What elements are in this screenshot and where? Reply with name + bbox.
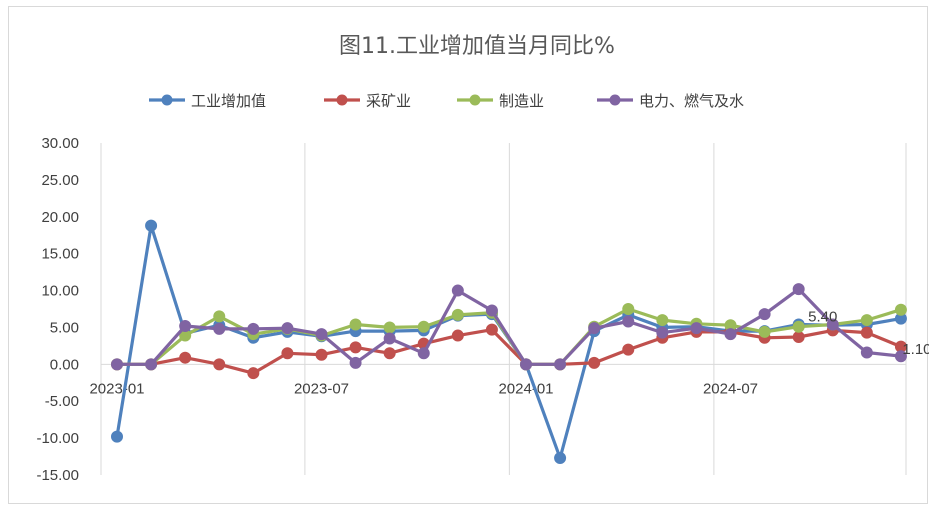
x-tick-label: 2024-01 (498, 380, 553, 397)
legend-label: 制造业 (499, 92, 544, 110)
legend-swatch-marker (161, 94, 173, 106)
y-tick-label: 10.00 (41, 283, 79, 300)
data-point (758, 325, 771, 338)
chart-title: 图11.工业增加值当月同比% (339, 34, 615, 59)
y-tick-label: 30.00 (41, 135, 79, 152)
data-point (758, 308, 771, 321)
data-point (622, 343, 635, 356)
data-point (792, 331, 805, 344)
data-point (894, 303, 907, 316)
data-point (451, 329, 464, 342)
chart-frame: 图11.工业增加值当月同比% 工业增加值 采矿业 制造业 电力、燃气及水 30.00 2… (8, 6, 929, 504)
y-tick-label: -5.00 (45, 393, 79, 410)
data-point (622, 315, 635, 328)
data-label: 5.40 (808, 308, 837, 325)
data-point (485, 323, 498, 336)
line-chart: 图11.工业增加值当月同比% 工业增加值 采矿业 制造业 电力、燃气及水 30.00 2… (36, 34, 929, 484)
data-point (179, 319, 192, 332)
legend-swatch-marker (336, 94, 348, 106)
data-point (417, 347, 430, 360)
data-label: 1.10 (902, 341, 929, 358)
data-point (315, 328, 328, 341)
data-point (792, 320, 805, 333)
data-point (281, 347, 294, 360)
data-point (349, 318, 362, 331)
data-point (213, 358, 226, 371)
x-tick-label: 2023-07 (294, 380, 349, 397)
plot-area: 30.00 25.00 20.00 15.00 10.00 5.00 0.00 -5.00 -1… (36, 135, 929, 484)
y-tick-label: 5.00 (50, 319, 79, 336)
data-point (213, 322, 226, 335)
y-tick-label: 15.00 (41, 246, 79, 263)
data-point (451, 308, 464, 321)
data-point (111, 430, 123, 443)
data-point (485, 304, 498, 317)
data-point (554, 452, 567, 465)
y-tick-label: 25.00 (41, 172, 79, 189)
y-tick-label: 0.00 (50, 356, 79, 373)
x-tick-label: 2024-07 (703, 380, 758, 397)
data-point (247, 367, 260, 380)
data-point (145, 219, 158, 232)
data-point (860, 326, 873, 339)
data-point (622, 303, 635, 315)
data-point (894, 350, 907, 363)
legend-swatch-marker (609, 94, 621, 106)
data-point (383, 321, 396, 334)
data-point (554, 358, 567, 371)
x-tick-label: 2023-01 (89, 380, 144, 397)
data-point (656, 326, 669, 339)
legend-swatch-marker (469, 94, 481, 106)
data-point (213, 310, 226, 323)
data-point (247, 322, 260, 335)
data-point (349, 356, 362, 369)
data-point (656, 314, 669, 327)
data-point (383, 347, 396, 360)
data-point (417, 320, 430, 333)
data-point (520, 358, 533, 371)
data-point (860, 314, 873, 327)
data-point (145, 358, 158, 371)
data-point (179, 351, 192, 364)
data-point (690, 322, 703, 335)
y-tick-label: 20.00 (41, 209, 79, 226)
data-point (588, 322, 601, 335)
legend-label: 电力、燃气及水 (639, 92, 744, 110)
legend: 工业增加值 采矿业 制造业 电力、燃气及水 (149, 92, 744, 110)
data-point (588, 356, 601, 369)
legend-label: 采矿业 (366, 92, 411, 110)
data-point (349, 341, 362, 354)
data-point (383, 332, 396, 345)
data-point (281, 322, 294, 335)
data-point (860, 346, 873, 359)
data-point (724, 328, 737, 341)
y-tick-label: -15.00 (36, 467, 79, 484)
data-point (315, 348, 328, 361)
data-point (111, 358, 123, 371)
legend-label: 工业增加值 (191, 92, 266, 110)
y-tick-label: -10.00 (36, 430, 79, 447)
data-point (792, 283, 805, 296)
data-point (826, 318, 839, 331)
data-point (451, 284, 464, 297)
